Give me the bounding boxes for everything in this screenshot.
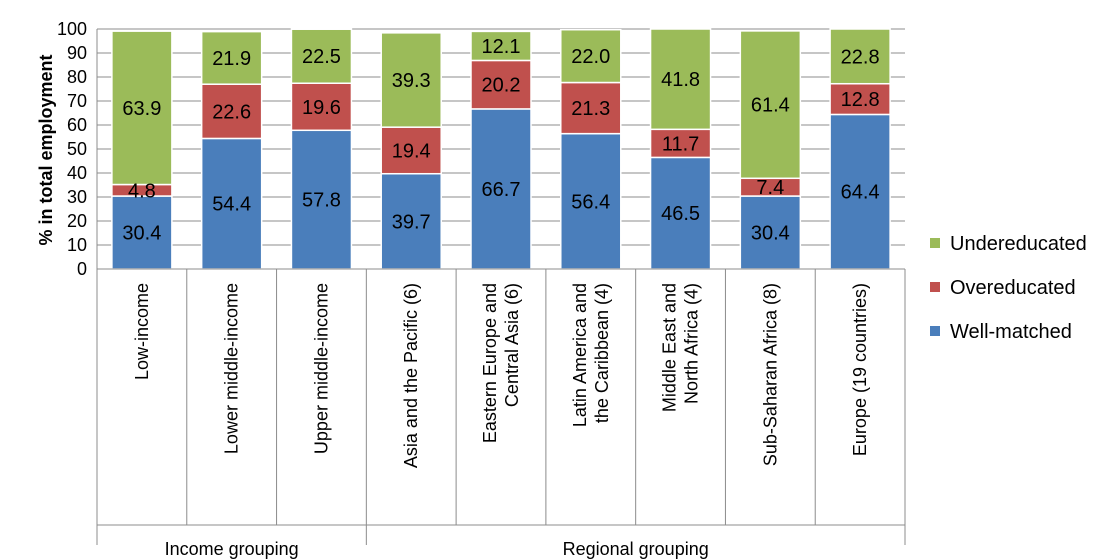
legend-swatch xyxy=(930,238,940,248)
data-label: 46.5 xyxy=(661,203,700,225)
y-tick-label: 20 xyxy=(67,211,87,231)
data-label: 30.4 xyxy=(122,223,161,245)
bar-segment xyxy=(290,129,353,270)
bar-segment xyxy=(111,30,173,186)
category-labels: Low-income Lower middle-income Upper middl… xyxy=(132,283,870,468)
legend-label: Undereducated xyxy=(950,233,1087,255)
bar-segment xyxy=(290,82,353,132)
data-label: 12.1 xyxy=(482,36,521,58)
data-label: 21.9 xyxy=(212,48,251,70)
bar-segment xyxy=(290,28,353,84)
data-label: 11.7 xyxy=(662,133,699,155)
y-tick-label: 30 xyxy=(67,187,87,207)
y-tick-label: 0 xyxy=(77,259,87,279)
y-tick-label: 10 xyxy=(67,235,87,255)
data-label: 64.4 xyxy=(841,182,880,204)
y-axis-title: % in total employment xyxy=(36,54,56,245)
data-label: 61.4 xyxy=(751,95,790,117)
category-label: Lower middle-income xyxy=(222,283,242,454)
category-label: Latin America and the Caribbean (4) xyxy=(570,283,612,427)
y-tick-label: 80 xyxy=(67,67,87,87)
y-tick-label: 40 xyxy=(67,163,87,183)
bar-segment xyxy=(739,30,802,180)
data-label: 22.6 xyxy=(212,101,251,123)
data-labels: 30.4 4.8 63.9 54.4 22.6 21.9 57.8 19.6 22.5 39.7 1… xyxy=(122,36,879,245)
data-label: 12.8 xyxy=(841,89,880,111)
category-label: Eastern Europe and Central Asia (6) xyxy=(480,283,522,443)
data-label: 19.6 xyxy=(302,97,341,119)
data-label: 7.4 xyxy=(756,177,784,199)
group-label: Income grouping xyxy=(165,539,299,559)
data-label: 21.3 xyxy=(571,98,610,120)
data-label: 22.5 xyxy=(302,46,341,68)
bar-segment xyxy=(200,83,263,140)
category-label: Middle East and North Africa (4) xyxy=(660,283,702,412)
data-label: 22.0 xyxy=(571,46,610,68)
data-label: 4.8 xyxy=(128,180,156,202)
data-label: 19.4 xyxy=(392,140,431,162)
y-tick-label: 70 xyxy=(67,91,87,111)
bar-segment xyxy=(649,28,712,131)
legend-label: Overeducated xyxy=(950,277,1076,299)
category-label: Sub-Saharan Africa (8) xyxy=(760,283,780,466)
bar-segment xyxy=(829,82,891,116)
data-label: 66.7 xyxy=(482,179,521,201)
bar-segment xyxy=(560,81,622,135)
data-label: 22.8 xyxy=(841,46,880,68)
bar-segment xyxy=(560,28,622,84)
bar-segment xyxy=(829,28,891,85)
category-label: Upper middle-income xyxy=(311,283,331,454)
bar-segment xyxy=(470,30,532,62)
y-tick-label: 60 xyxy=(67,115,87,135)
legend-swatch xyxy=(930,282,940,292)
axes: 0 10 20 30 40 50 60 70 80 90 100 xyxy=(57,19,906,545)
y-tick-label: 90 xyxy=(67,43,87,63)
group-label: Regional grouping xyxy=(563,539,709,559)
y-tick-label: 100 xyxy=(57,19,87,39)
data-label: 56.4 xyxy=(571,191,610,213)
data-label: 63.9 xyxy=(122,98,161,120)
data-label: 30.4 xyxy=(751,223,790,245)
bar-segment xyxy=(380,126,442,175)
bar-segment xyxy=(380,32,442,128)
bar-segment xyxy=(470,108,532,270)
y-tick-label: 50 xyxy=(67,139,87,159)
category-label: Low-income xyxy=(132,283,152,380)
bar-segment xyxy=(829,113,891,270)
group-labels: Income grouping Regional grouping xyxy=(165,539,709,559)
legend-label: Well-matched xyxy=(950,321,1072,343)
legend-swatch xyxy=(930,326,940,336)
data-label: 54.4 xyxy=(212,194,251,216)
category-label: Europe (19 countries) xyxy=(850,283,870,456)
bar-segment xyxy=(560,132,622,270)
data-label: 41.8 xyxy=(661,69,700,91)
category-label: Asia and the Pacific (6) xyxy=(401,283,421,468)
data-label: 39.7 xyxy=(392,211,431,233)
data-label: 57.8 xyxy=(302,190,341,212)
data-label: 39.3 xyxy=(392,70,431,92)
bar-segment xyxy=(200,30,263,85)
bar-segment xyxy=(649,156,712,270)
bar-segment xyxy=(470,59,532,110)
data-label: 20.2 xyxy=(482,75,521,97)
bars xyxy=(111,28,891,270)
legend: Undereducated Overeducated Well-matched xyxy=(930,233,1087,343)
